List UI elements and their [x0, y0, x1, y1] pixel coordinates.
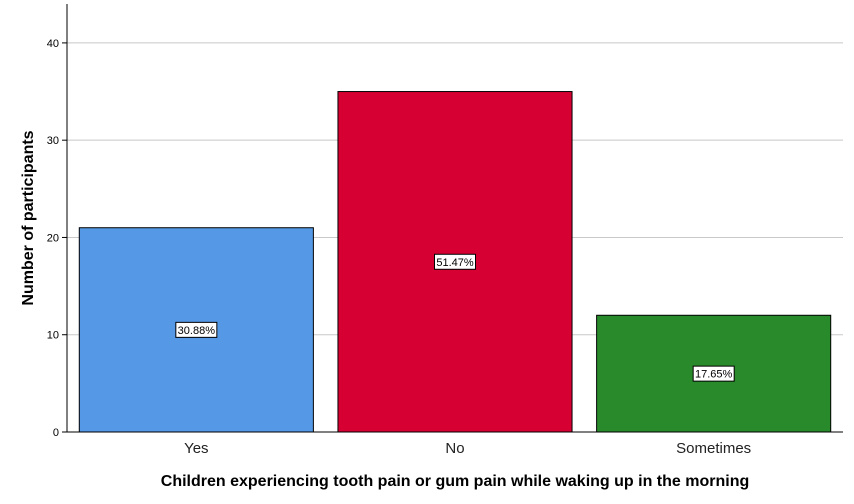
data-labels: 30.88% 51.47% 17.65% — [175, 253, 735, 382]
data-label: 51.47% — [434, 253, 476, 270]
y-tick-label: 20 — [47, 232, 59, 244]
axes: 0 10 20 30 40 Yes No Sometimes — [47, 4, 843, 457]
data-label: 30.88% — [175, 321, 218, 338]
data-label-box — [692, 365, 735, 382]
data-label-text: 51.47% — [436, 257, 474, 269]
x-tick-label: Yes — [184, 440, 208, 457]
y-axis-title: Number of participants — [20, 130, 37, 305]
data-label: 17.65% — [692, 365, 735, 382]
x-axis-title: Children experiencing tooth pain or gum … — [161, 473, 749, 490]
data-label-box — [175, 321, 218, 338]
x-tick-label: Sometimes — [676, 440, 751, 457]
data-label-text: 30.88% — [178, 325, 216, 337]
y-tick-label: 40 — [47, 38, 59, 50]
y-tick-label: 10 — [47, 330, 59, 342]
data-label-text: 17.65% — [695, 369, 733, 381]
x-tick-label: No — [445, 440, 464, 457]
y-tick-label: 30 — [47, 135, 59, 147]
data-label-box — [434, 253, 476, 270]
y-tick-label: 0 — [53, 427, 59, 439]
